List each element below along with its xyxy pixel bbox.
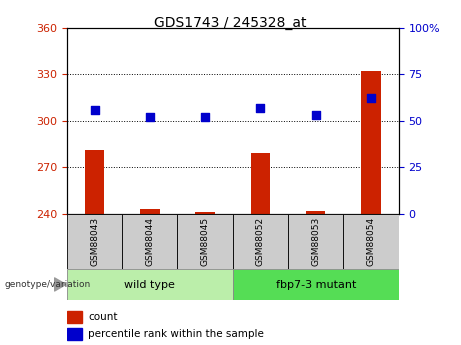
- Text: GSM88053: GSM88053: [311, 217, 320, 266]
- Point: [312, 112, 319, 118]
- Text: GSM88043: GSM88043: [90, 217, 99, 266]
- Bar: [67, 214, 122, 269]
- Bar: [67, 328, 82, 340]
- Bar: [251, 154, 270, 214]
- Point: [201, 114, 209, 120]
- Bar: [177, 214, 233, 269]
- Bar: [288, 214, 343, 269]
- Bar: [195, 213, 215, 214]
- Text: wild type: wild type: [124, 280, 175, 289]
- Bar: [140, 209, 160, 214]
- Bar: [85, 150, 104, 214]
- Text: fbp7-3 mutant: fbp7-3 mutant: [276, 280, 356, 289]
- Text: GDS1743 / 245328_at: GDS1743 / 245328_at: [154, 16, 307, 30]
- Text: percentile rank within the sample: percentile rank within the sample: [89, 329, 264, 339]
- Text: GSM88044: GSM88044: [145, 217, 154, 266]
- Text: GSM88045: GSM88045: [201, 217, 210, 266]
- Bar: [233, 269, 399, 300]
- Bar: [67, 310, 82, 323]
- Point: [91, 107, 98, 112]
- Bar: [67, 269, 233, 300]
- Text: GSM88054: GSM88054: [366, 217, 376, 266]
- Text: count: count: [89, 312, 118, 322]
- Point: [146, 114, 154, 120]
- Bar: [122, 214, 177, 269]
- Text: genotype/variation: genotype/variation: [5, 280, 91, 289]
- Bar: [233, 214, 288, 269]
- Text: GSM88052: GSM88052: [256, 217, 265, 266]
- Polygon shape: [54, 278, 66, 291]
- Bar: [361, 71, 381, 214]
- Point: [257, 105, 264, 110]
- Bar: [343, 214, 399, 269]
- Bar: [306, 211, 325, 214]
- Point: [367, 96, 375, 101]
